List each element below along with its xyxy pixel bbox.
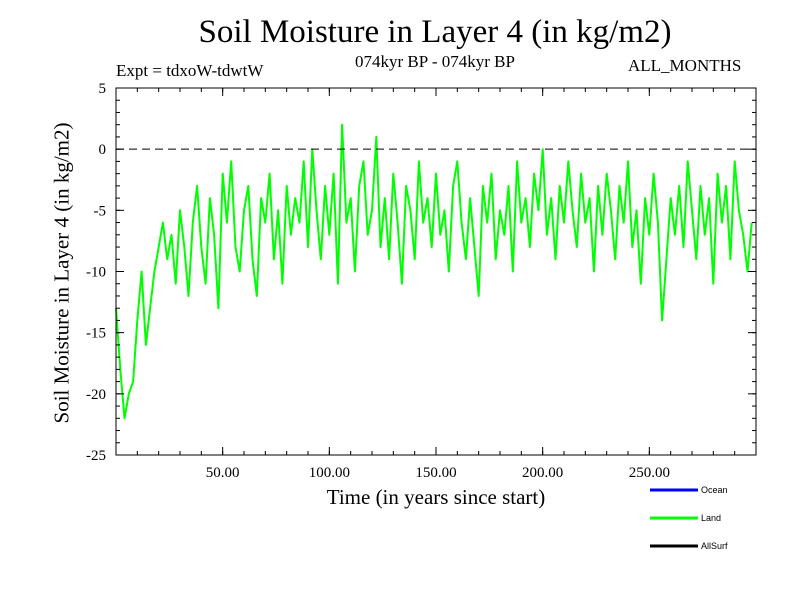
y-tick-label: -5 — [94, 203, 107, 219]
x-tick-label: 50.00 — [206, 465, 240, 481]
months-label: ALL_MONTHS — [628, 56, 742, 75]
legend-label-land: Land — [701, 513, 721, 523]
y-tick-label: -25 — [86, 448, 106, 464]
y-tick-label: -15 — [86, 326, 106, 342]
x-tick-label: 250.00 — [629, 465, 670, 481]
x-tick-label: 100.00 — [309, 465, 350, 481]
y-tick-label: 0 — [99, 142, 107, 158]
legend-label-ocean: Ocean — [701, 485, 728, 495]
chart-subtitle: 074kyr BP - 074kyr BP — [355, 52, 515, 71]
chart-title: Soil Moisture in Layer 4 (in kg/m2) — [198, 14, 672, 50]
experiment-label: Expt = tdxoW-tdwtW — [116, 61, 264, 80]
series-line-land — [115, 123, 753, 420]
y-tick-label: -10 — [86, 265, 106, 281]
x-tick-label: 200.00 — [522, 465, 563, 481]
x-axis-label: Time (in years since start) — [326, 485, 546, 509]
y-tick-label: -20 — [86, 387, 106, 403]
x-tick-label: 150.00 — [415, 465, 456, 481]
legend-label-allsurf: AllSurf — [701, 541, 728, 551]
y-tick-label: 5 — [99, 81, 107, 97]
